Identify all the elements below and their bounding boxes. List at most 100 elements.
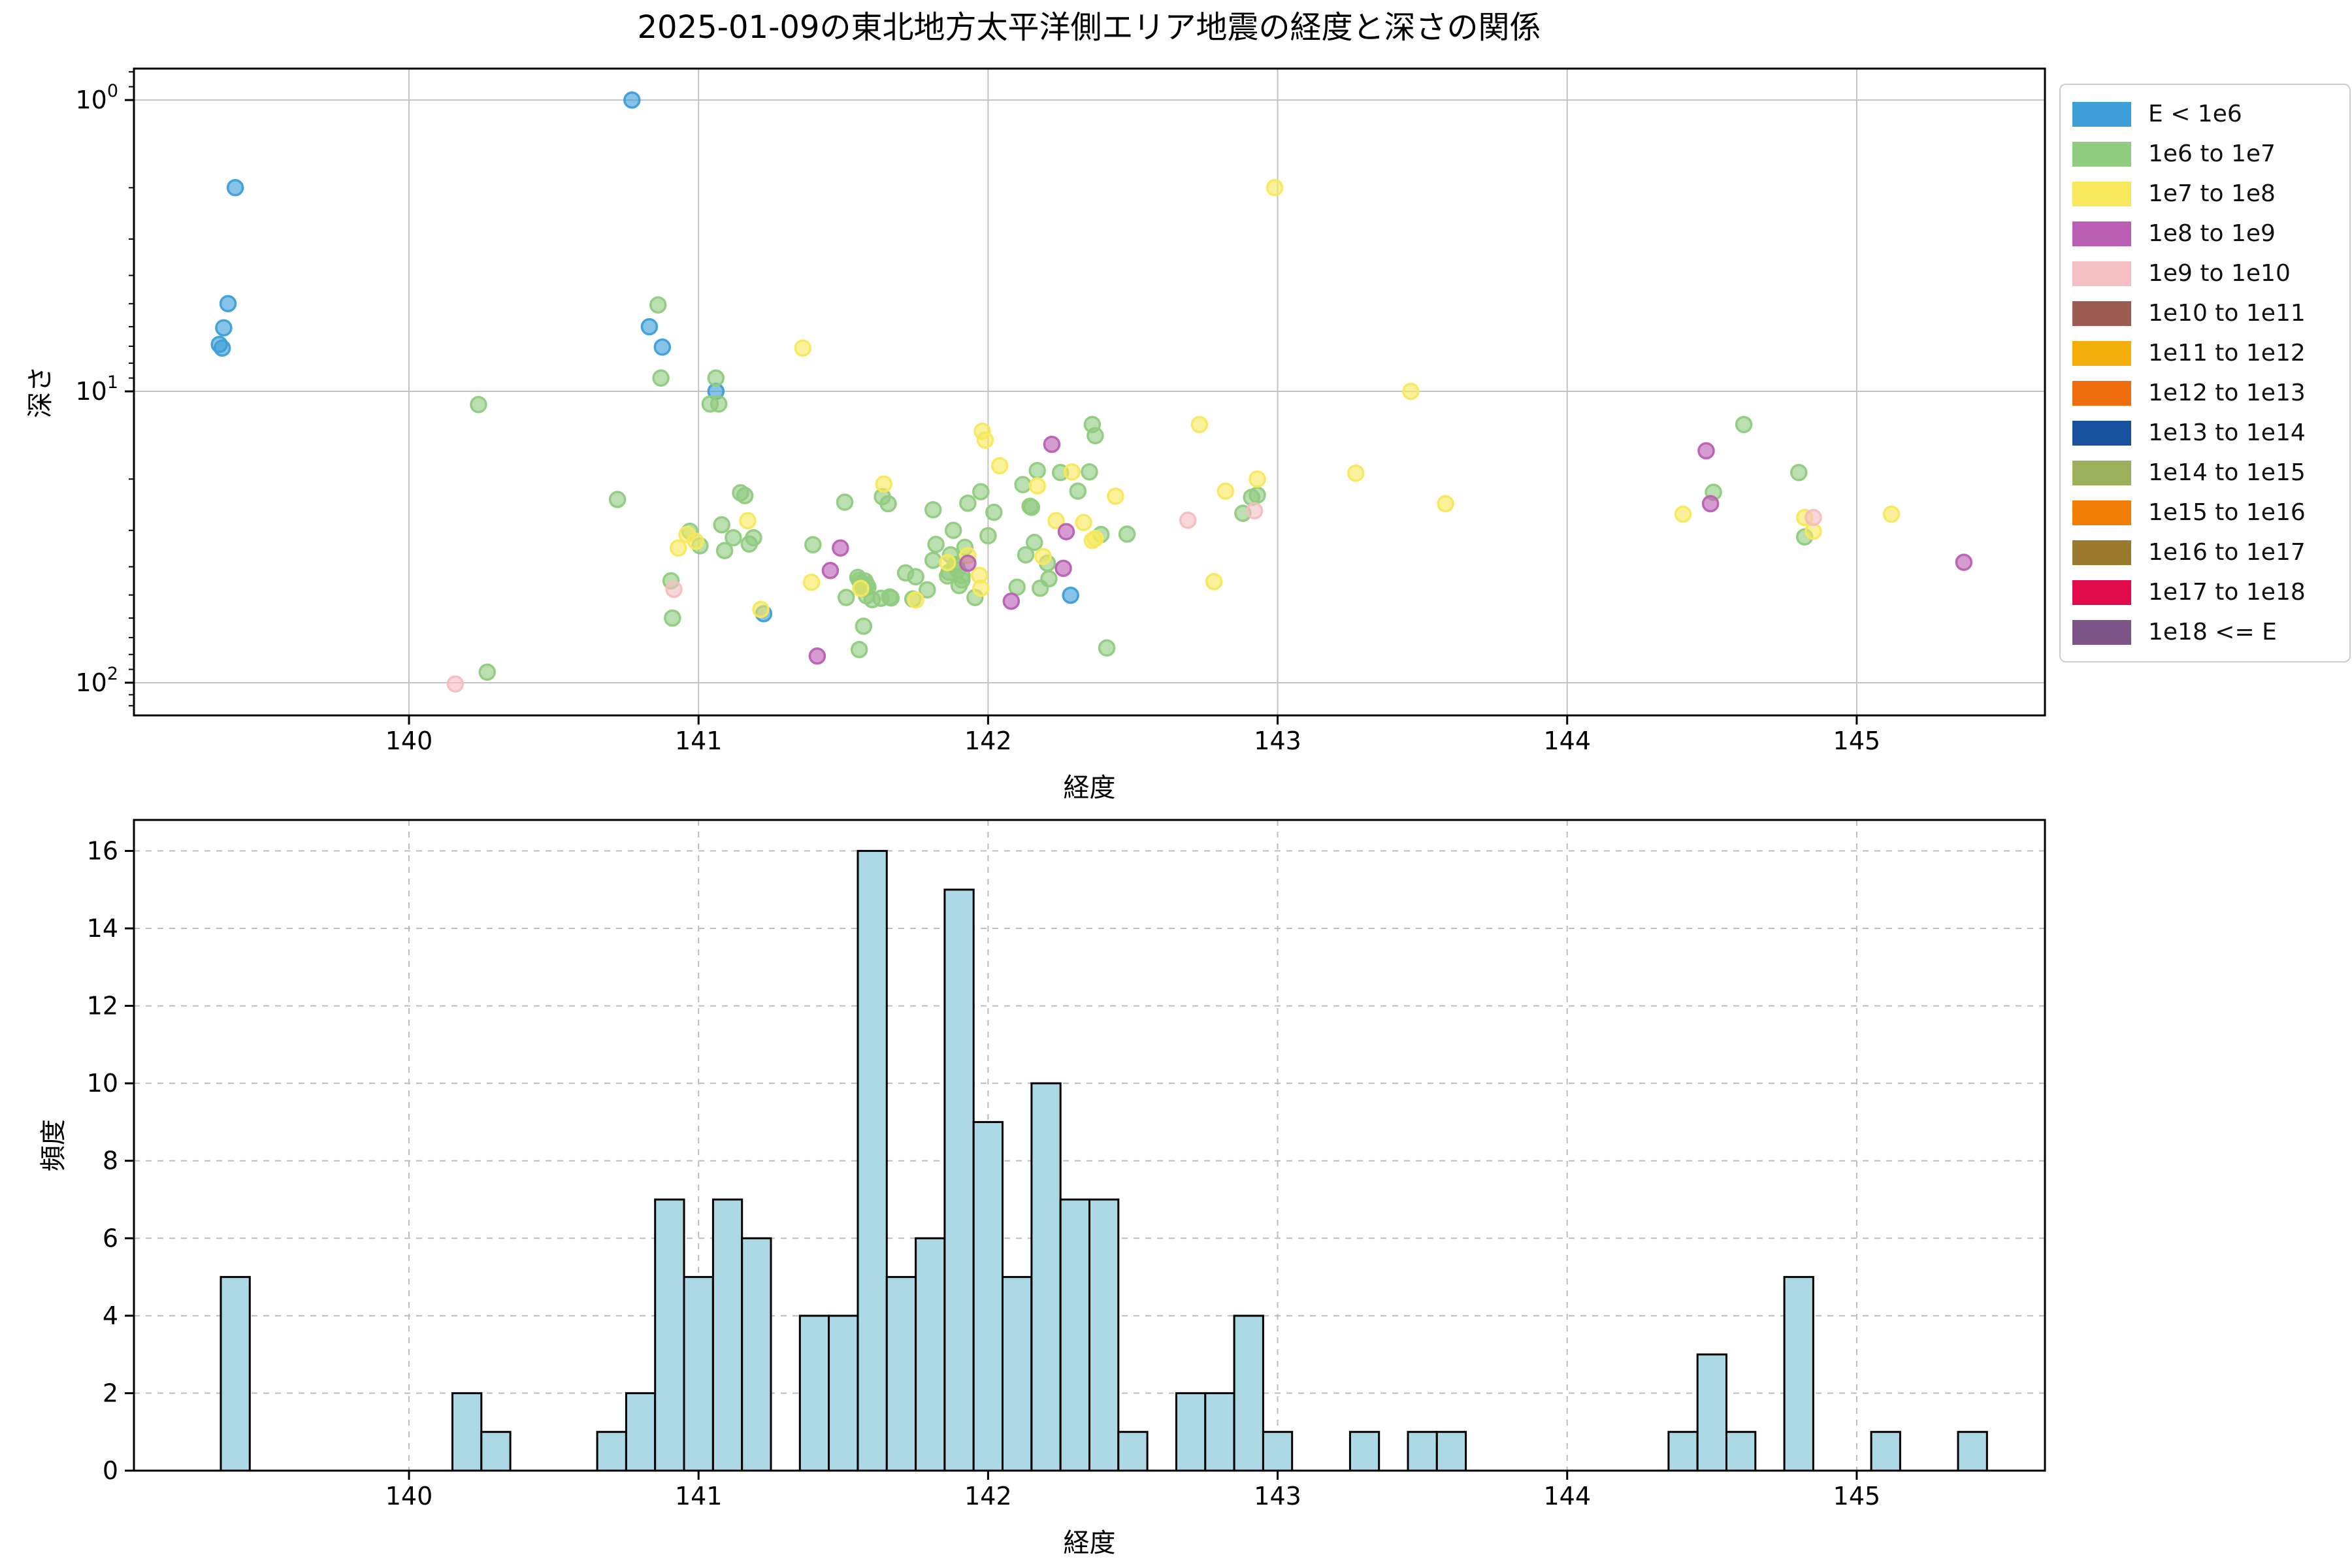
histogram-bar: [915, 1237, 946, 1472]
scatter-point: [1063, 463, 1081, 481]
histogram-bar: [1957, 1431, 1988, 1472]
histogram-bar: [1435, 1431, 1467, 1472]
legend-swatch: [2072, 420, 2131, 446]
histogram-ylabel: 頻度: [39, 1119, 69, 1171]
legend-entry: 1e11 to 1e12: [2072, 333, 2349, 373]
scatter-point: [1008, 578, 1026, 596]
legend-swatch: [2072, 261, 2131, 286]
histogram-bar: [1783, 1276, 1814, 1472]
scatter-point: [1674, 505, 1692, 523]
series-1e9 to 1e10: [446, 502, 1822, 693]
histogram-y-tick-label: 0: [103, 1456, 118, 1485]
series-1e8 to 1e9: [808, 435, 1973, 665]
legend: E < 1e6 1e6 to 1e7 1e7 to 1e8 1e8 to 1e9 1e9…: [2059, 84, 2351, 662]
legend-label: 1e11 to 1e12: [2148, 340, 2306, 367]
scatter-ylabel: 深さ: [25, 366, 56, 418]
legend-entry: 1e6 to 1e7: [2072, 134, 2349, 174]
scatter-point: [832, 539, 849, 557]
scatter-x-tick-label: 144: [1543, 727, 1591, 755]
histogram-x-tick-label: 145: [1833, 1482, 1881, 1511]
legend-swatch: [2072, 380, 2131, 406]
legend-entry: 1e10 to 1e11: [2072, 293, 2349, 333]
scatter-point: [907, 568, 924, 586]
histogram-bar: [1059, 1198, 1090, 1472]
legend-entry: 1e13 to 1e14: [2072, 413, 2349, 453]
scatter-point: [1107, 487, 1124, 505]
scatter-point: [850, 641, 868, 659]
scatter-point: [1249, 486, 1266, 504]
histogram-bar: [885, 1276, 917, 1472]
scatter-point: [1081, 463, 1098, 481]
scatter-point: [608, 491, 627, 508]
scatter-point: [1217, 482, 1235, 500]
scatter-point: [821, 561, 840, 580]
scatter-point: [640, 318, 659, 336]
scatter-point: [959, 554, 977, 572]
scatter-point: [836, 493, 854, 511]
legend-entry: 1e7 to 1e8: [2072, 174, 2349, 214]
histogram-bar: [741, 1237, 772, 1472]
histogram-y-tick-label: 6: [103, 1224, 118, 1252]
histogram-bar: [1030, 1082, 1062, 1472]
scatter-point: [802, 573, 821, 591]
scatter-y-tick-label: 102: [75, 664, 118, 697]
scatter-point: [924, 551, 942, 569]
legend-entry: 1e9 to 1e10: [2072, 253, 2349, 293]
scatter-point: [1022, 498, 1041, 516]
legend-swatch: [2072, 141, 2131, 167]
scatter-point: [1017, 546, 1035, 564]
histogram-y-tick-label: 14: [87, 914, 118, 943]
scatter-point: [752, 600, 770, 618]
scatter-point: [953, 571, 971, 589]
scatter-x-tick-label: 143: [1254, 727, 1301, 755]
scatter-x-tick-label: 142: [964, 727, 1012, 755]
histogram-bar: [828, 1315, 859, 1472]
scatter-point: [1086, 530, 1104, 547]
legend-swatch: [2072, 580, 2131, 605]
histogram-bar: [1696, 1353, 1727, 1472]
histogram-bar: [654, 1198, 685, 1472]
scatter-point: [990, 457, 1009, 475]
scatter-point: [1043, 435, 1061, 453]
legend-label: 1e6 to 1e7: [2148, 140, 2276, 167]
histogram-bar: [1175, 1392, 1207, 1472]
legend-swatch: [2072, 101, 2131, 127]
scatter-point: [1026, 533, 1043, 551]
histogram-x-tick-label: 140: [385, 1482, 433, 1511]
legend-entry: 1e8 to 1e9: [2072, 214, 2349, 253]
histogram-bar: [480, 1431, 512, 1472]
legend-label: 1e9 to 1e10: [2148, 260, 2291, 287]
scatter-point: [924, 501, 942, 519]
legend-swatch: [2072, 181, 2131, 206]
scatter-point: [715, 542, 734, 559]
scatter-point: [1701, 495, 1720, 513]
series-1e6 to 1e7: [470, 296, 1814, 681]
scatter-point: [1347, 465, 1365, 482]
legend-entry: 1e14 to 1e15: [2072, 453, 2349, 493]
scatter-point: [1179, 512, 1197, 529]
histogram-x-tick-label: 143: [1254, 1482, 1301, 1511]
legend-label: 1e16 to 1e17: [2148, 539, 2306, 566]
scatter-point: [1057, 523, 1075, 540]
scatter-points: [210, 91, 1973, 693]
scatter-point: [1805, 508, 1822, 527]
scatter-point: [1402, 382, 1420, 400]
scatter-point: [1028, 461, 1046, 480]
scatter-point: [707, 369, 725, 387]
histogram-bar: [1667, 1431, 1699, 1472]
histogram-plot: 140 141 142 143 144 145 0 2 4 6 8 10 12 14 16: [87, 819, 2046, 1511]
histogram-bar: [1117, 1431, 1149, 1472]
histogram-bar: [1725, 1431, 1757, 1472]
legend-label: 1e12 to 1e13: [2148, 380, 2306, 406]
scatter-point: [478, 663, 496, 681]
scatter-point: [1735, 416, 1753, 434]
legend-label: 1e7 to 1e8: [2148, 180, 2276, 207]
scatter-point: [939, 553, 956, 572]
histogram-x-tick-label: 144: [1543, 1482, 1591, 1511]
scatter-point: [736, 487, 754, 504]
scatter-point: [804, 536, 822, 553]
scatter-point: [1075, 514, 1092, 532]
legend-swatch: [2072, 460, 2131, 485]
scatter-point: [1069, 482, 1087, 500]
